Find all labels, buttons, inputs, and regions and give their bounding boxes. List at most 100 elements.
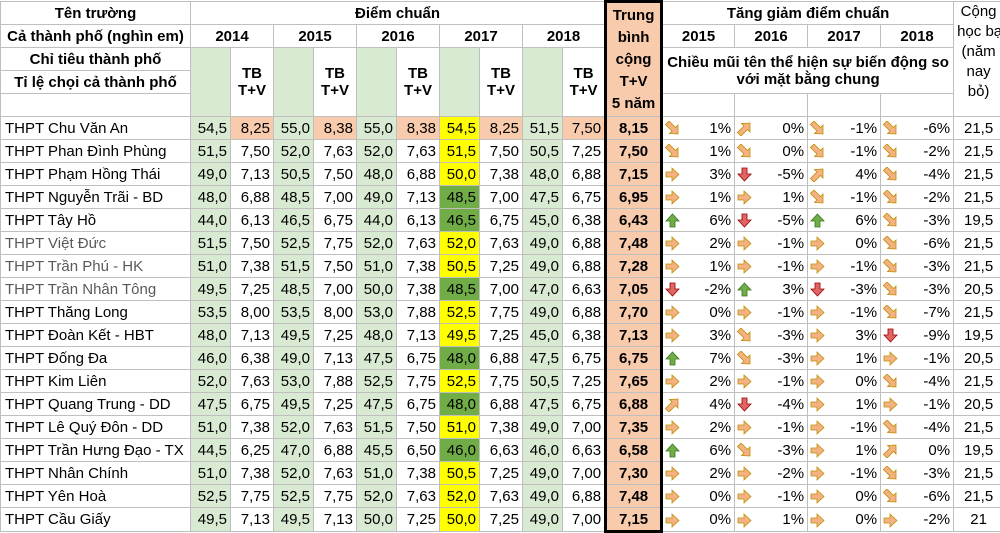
score-2014: 49,0 bbox=[191, 163, 231, 186]
change-2015: 1% bbox=[662, 255, 735, 278]
change-percent: -1% bbox=[850, 258, 877, 275]
tb-tv-2014: 7,38 bbox=[231, 416, 274, 439]
score-2015: 49,0 bbox=[274, 347, 314, 370]
change-percent: 0% bbox=[782, 120, 804, 137]
score-2015: 53,5 bbox=[274, 301, 314, 324]
change-2017: -1% bbox=[808, 186, 881, 209]
change-2016: -4% bbox=[735, 393, 808, 416]
change-2016: -1% bbox=[735, 301, 808, 324]
tb-tv-2018: 6,75 bbox=[563, 186, 606, 209]
change-2017: -1% bbox=[808, 140, 881, 163]
score-2017: 46,0 bbox=[440, 439, 480, 462]
change-percent: 0% bbox=[855, 235, 877, 252]
change-2018: -3% bbox=[881, 278, 954, 301]
arrow-right-icon bbox=[737, 489, 752, 504]
city-ratio-label: Tỉ lệ chọi cả thành phố bbox=[1, 71, 191, 94]
arrow-down-right-icon bbox=[883, 259, 898, 274]
tb-tv-2018: 7,25 bbox=[563, 370, 606, 393]
change-percent: -6% bbox=[923, 488, 950, 505]
tb-tv-2014: 7,13 bbox=[231, 324, 274, 347]
change-percent: 0% bbox=[855, 511, 877, 528]
city-total-label: Cả thành phố (nghìn em) bbox=[1, 25, 191, 48]
change-2017: 0% bbox=[808, 232, 881, 255]
school-name: THPT Yên Hoà bbox=[1, 485, 191, 508]
tb-tv-2017: 8,25 bbox=[480, 117, 523, 140]
arrow-right-icon bbox=[737, 374, 752, 389]
arrow-down-right-icon bbox=[810, 144, 825, 159]
average-score: 7,50 bbox=[606, 140, 662, 163]
arrow-up-right-icon bbox=[737, 121, 752, 136]
score-2014: 46,0 bbox=[191, 347, 231, 370]
change-percent: -5% bbox=[777, 212, 804, 229]
tb-tv-2017: 7,25 bbox=[480, 462, 523, 485]
city-quota-label: Chỉ tiêu thành phố bbox=[1, 48, 191, 71]
arrow-down-right-icon bbox=[883, 374, 898, 389]
arrow-right-icon bbox=[883, 351, 898, 366]
score-2018: 47,5 bbox=[523, 186, 563, 209]
change-2018: -2% bbox=[881, 140, 954, 163]
change-percent: -1% bbox=[850, 143, 877, 160]
score-2018: 47,5 bbox=[523, 347, 563, 370]
arrow-right-icon bbox=[810, 420, 825, 435]
tb-tv-2017: 7,75 bbox=[480, 370, 523, 393]
arrow-right-icon bbox=[665, 236, 680, 251]
change-2015: 0% bbox=[662, 301, 735, 324]
arrow-right-icon bbox=[737, 305, 752, 320]
arrow-down-right-icon bbox=[737, 351, 752, 366]
tb-tv-2015: 7,13 bbox=[314, 347, 357, 370]
change-2015: 1% bbox=[662, 117, 735, 140]
change-2017: 4% bbox=[808, 163, 881, 186]
change-percent: -1% bbox=[923, 350, 950, 367]
change-percent: 2% bbox=[709, 235, 731, 252]
arrow-down-icon bbox=[737, 167, 752, 182]
tb-tv-2016: 7,13 bbox=[397, 186, 440, 209]
arrow-down-icon bbox=[810, 282, 825, 297]
change-percent: -7% bbox=[923, 304, 950, 321]
blank-cell bbox=[191, 48, 231, 117]
change-percent: -2% bbox=[923, 189, 950, 206]
arrow-right-icon bbox=[810, 489, 825, 504]
arrow-right-icon bbox=[810, 397, 825, 412]
arrow-right-icon bbox=[883, 513, 898, 528]
school-name-header: Tên trường bbox=[1, 2, 191, 25]
change-percent: -3% bbox=[777, 327, 804, 344]
tb-tv-2015: 8,38 bbox=[314, 117, 357, 140]
tb-tv-2016: 8,38 bbox=[397, 117, 440, 140]
change-percent: 2% bbox=[709, 419, 731, 436]
arrow-right-icon bbox=[810, 466, 825, 481]
arrow-right-icon bbox=[665, 328, 680, 343]
change-percent: 7% bbox=[709, 350, 731, 367]
change-percent: 2% bbox=[709, 465, 731, 482]
tb-tv-2014: 8,25 bbox=[231, 117, 274, 140]
tb-tv-2015: 7,25 bbox=[314, 324, 357, 347]
change-2015: 7% bbox=[662, 347, 735, 370]
arrow-right-icon bbox=[665, 489, 680, 504]
score-2014: 49,5 bbox=[191, 508, 231, 532]
arrow-down-right-icon bbox=[883, 167, 898, 182]
score-2015: 46,5 bbox=[274, 209, 314, 232]
change-percent: -4% bbox=[777, 396, 804, 413]
average-score: 7,30 bbox=[606, 462, 662, 485]
tb-tv-2016: 7,63 bbox=[397, 485, 440, 508]
change-percent: -2% bbox=[777, 465, 804, 482]
change-2015: 0% bbox=[662, 485, 735, 508]
change-percent: -2% bbox=[704, 281, 731, 298]
tb-tv-2016: 7,50 bbox=[397, 416, 440, 439]
score-2014: 51,5 bbox=[191, 232, 231, 255]
tb-tv-2018: 6,63 bbox=[563, 278, 606, 301]
hoc-ba-bonus: 21,5 bbox=[954, 485, 1000, 508]
change-2015: 3% bbox=[662, 163, 735, 186]
change-percent: -3% bbox=[777, 350, 804, 367]
change-2015: -2% bbox=[662, 278, 735, 301]
change-percent: -1% bbox=[850, 465, 877, 482]
tb-tv-2016: 6,88 bbox=[397, 163, 440, 186]
score-2017: 46,5 bbox=[440, 209, 480, 232]
average-score: 6,58 bbox=[606, 439, 662, 462]
tb-tv-2016: 7,38 bbox=[397, 462, 440, 485]
score-2016: 45,5 bbox=[357, 439, 397, 462]
